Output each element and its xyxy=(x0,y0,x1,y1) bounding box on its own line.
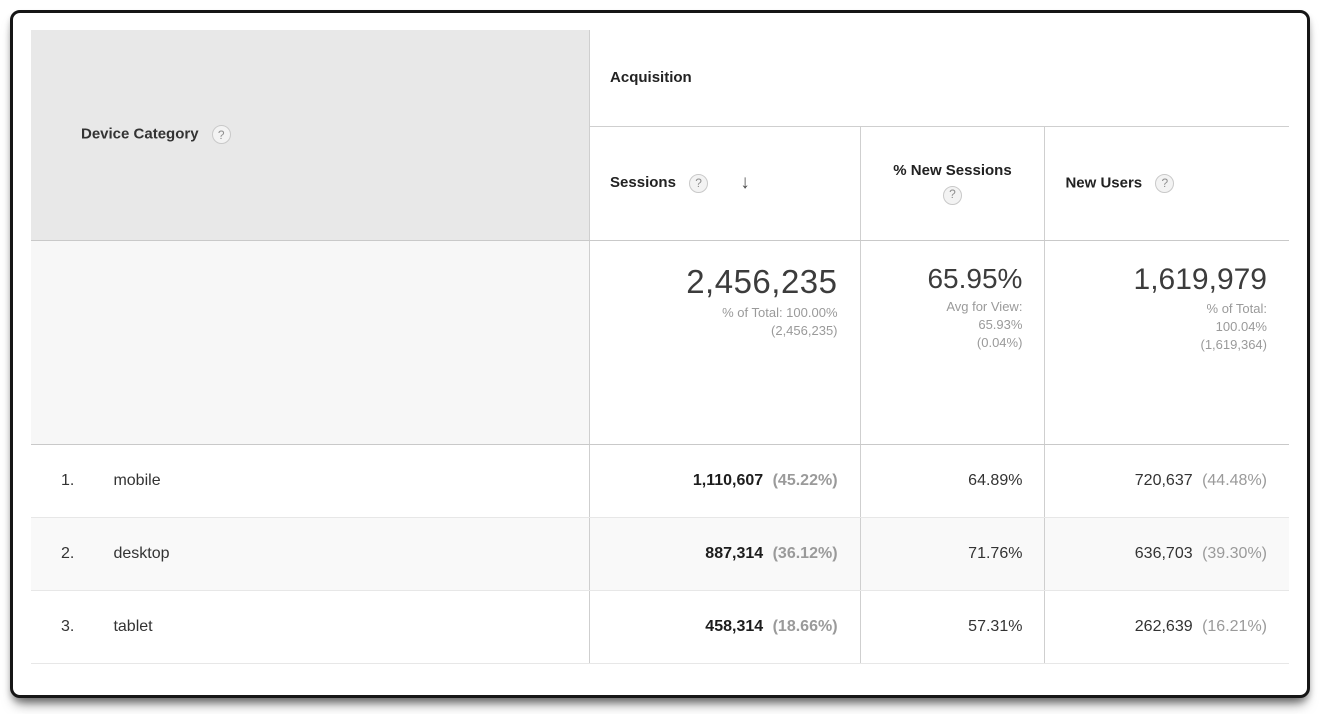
sessions-value: 1,110,607 xyxy=(692,471,764,489)
new-sessions-value: 57.31% xyxy=(968,617,1023,635)
summary-new-sessions-subtext: Avg for View: 65.93% (0.04%) xyxy=(946,298,1023,350)
summary-sessions-value: 2,456,235 xyxy=(686,262,838,300)
device-category-cell: 1. mobile xyxy=(31,444,590,518)
table-row: 2. desktop 887,314 (36.12%) 71.76% 636,7… xyxy=(31,517,1289,591)
device-category-label[interactable]: desktop xyxy=(113,544,170,562)
col-header-sessions[interactable]: Sessions ? ↓ xyxy=(589,126,861,241)
sessions-value: 887,314 xyxy=(705,544,764,562)
acquisition-header-label: Acquisition xyxy=(610,69,692,87)
summary-dimension-cell xyxy=(31,240,590,445)
device-category-label[interactable]: mobile xyxy=(113,471,161,489)
new-sessions-cell: 57.31% xyxy=(859,590,1045,664)
new-users-percent: (39.30%) xyxy=(1202,544,1267,562)
new-sessions-header-label: % New Sessions xyxy=(893,162,1012,180)
new-users-value: 720,637 xyxy=(1134,471,1193,489)
device-category-table: Device Category ? Acquisition Sessions ?… xyxy=(31,30,1289,664)
header-group-row: Device Category ? Acquisition xyxy=(31,30,1289,241)
new-users-percent: (16.21%) xyxy=(1202,617,1267,635)
new-users-cell: 636,703 (39.30%) xyxy=(1044,517,1289,591)
screenshot-frame: Device Category ? Acquisition Sessions ?… xyxy=(10,10,1310,698)
device-category-cell: 2. desktop xyxy=(31,517,590,591)
new-sessions-value: 64.89% xyxy=(968,471,1023,489)
table-row: 1. mobile 1,110,607 (45.22%) 64.89% 720,… xyxy=(31,444,1289,518)
new-users-cell: 720,637 (44.48%) xyxy=(1044,444,1289,518)
new-sessions-cell: 71.76% xyxy=(859,517,1045,591)
help-icon[interactable]: ? xyxy=(942,185,962,205)
help-icon[interactable]: ? xyxy=(689,173,709,193)
row-index: 3. xyxy=(61,617,75,635)
sessions-header-label: Sessions xyxy=(610,173,676,191)
table-row: 3. tablet 458,314 (18.66%) 57.31% 262,63… xyxy=(31,590,1289,664)
summary-sessions-subtext: % of Total: 100.00% (2,456,235) xyxy=(722,304,838,338)
new-users-percent: (44.48%) xyxy=(1202,471,1267,489)
group-header-acquisition: Acquisition xyxy=(589,30,1289,127)
new-users-value: 262,639 xyxy=(1134,617,1193,635)
col-header-new-users[interactable]: New Users ? xyxy=(1044,126,1289,241)
summary-new-users-subtext: % of Total: 100.04% (1,619,364) xyxy=(1200,300,1268,352)
summary-new-sessions-value: 65.95% xyxy=(927,262,1023,294)
column-header-row: Sessions ? ↓ % New Sessions ? New Users … xyxy=(31,126,1289,241)
new-sessions-value: 71.76% xyxy=(968,544,1023,562)
col-header-new-sessions[interactable]: % New Sessions ? xyxy=(859,126,1045,241)
device-category-header-label: Device Category xyxy=(81,125,199,143)
sessions-cell: 887,314 (36.12%) xyxy=(589,517,861,591)
col-header-device-category[interactable]: Device Category ? xyxy=(31,30,590,241)
sessions-percent: (45.22%) xyxy=(772,471,838,489)
summary-row: 2,456,235 % of Total: 100.00% (2,456,235… xyxy=(31,240,1289,445)
summary-new-sessions: 65.95% Avg for View: 65.93% (0.04%) xyxy=(859,240,1045,445)
row-index: 2. xyxy=(61,544,75,562)
device-category-cell: 3. tablet xyxy=(31,590,590,664)
new-users-cell: 262,639 (16.21%) xyxy=(1044,590,1289,664)
new-users-value: 636,703 xyxy=(1134,544,1193,562)
summary-new-users-value: 1,619,979 xyxy=(1133,262,1267,296)
sessions-cell: 1,110,607 (45.22%) xyxy=(589,444,861,518)
sessions-percent: (36.12%) xyxy=(772,544,838,562)
sessions-cell: 458,314 (18.66%) xyxy=(589,590,861,664)
sort-descending-icon[interactable]: ↓ xyxy=(740,172,750,193)
sessions-percent: (18.66%) xyxy=(772,617,838,635)
summary-new-users: 1,619,979 % of Total: 100.04% (1,619,364… xyxy=(1044,240,1289,445)
help-icon[interactable]: ? xyxy=(1155,173,1175,193)
sessions-value: 458,314 xyxy=(705,617,764,635)
new-users-header-label: New Users xyxy=(1065,173,1143,191)
row-index: 1. xyxy=(61,471,75,489)
summary-sessions: 2,456,235 % of Total: 100.00% (2,456,235… xyxy=(589,240,861,445)
help-icon[interactable]: ? xyxy=(211,125,231,145)
device-category-label[interactable]: tablet xyxy=(113,617,153,635)
new-sessions-cell: 64.89% xyxy=(859,444,1045,518)
